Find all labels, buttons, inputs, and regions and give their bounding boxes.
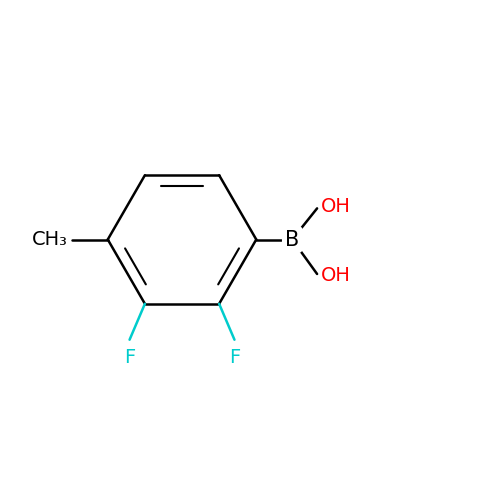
Text: B: B <box>285 229 299 250</box>
Text: OH: OH <box>321 266 351 285</box>
Text: F: F <box>124 348 135 367</box>
Text: CH₃: CH₃ <box>32 230 68 249</box>
Text: OH: OH <box>321 197 351 216</box>
Text: F: F <box>229 348 240 367</box>
